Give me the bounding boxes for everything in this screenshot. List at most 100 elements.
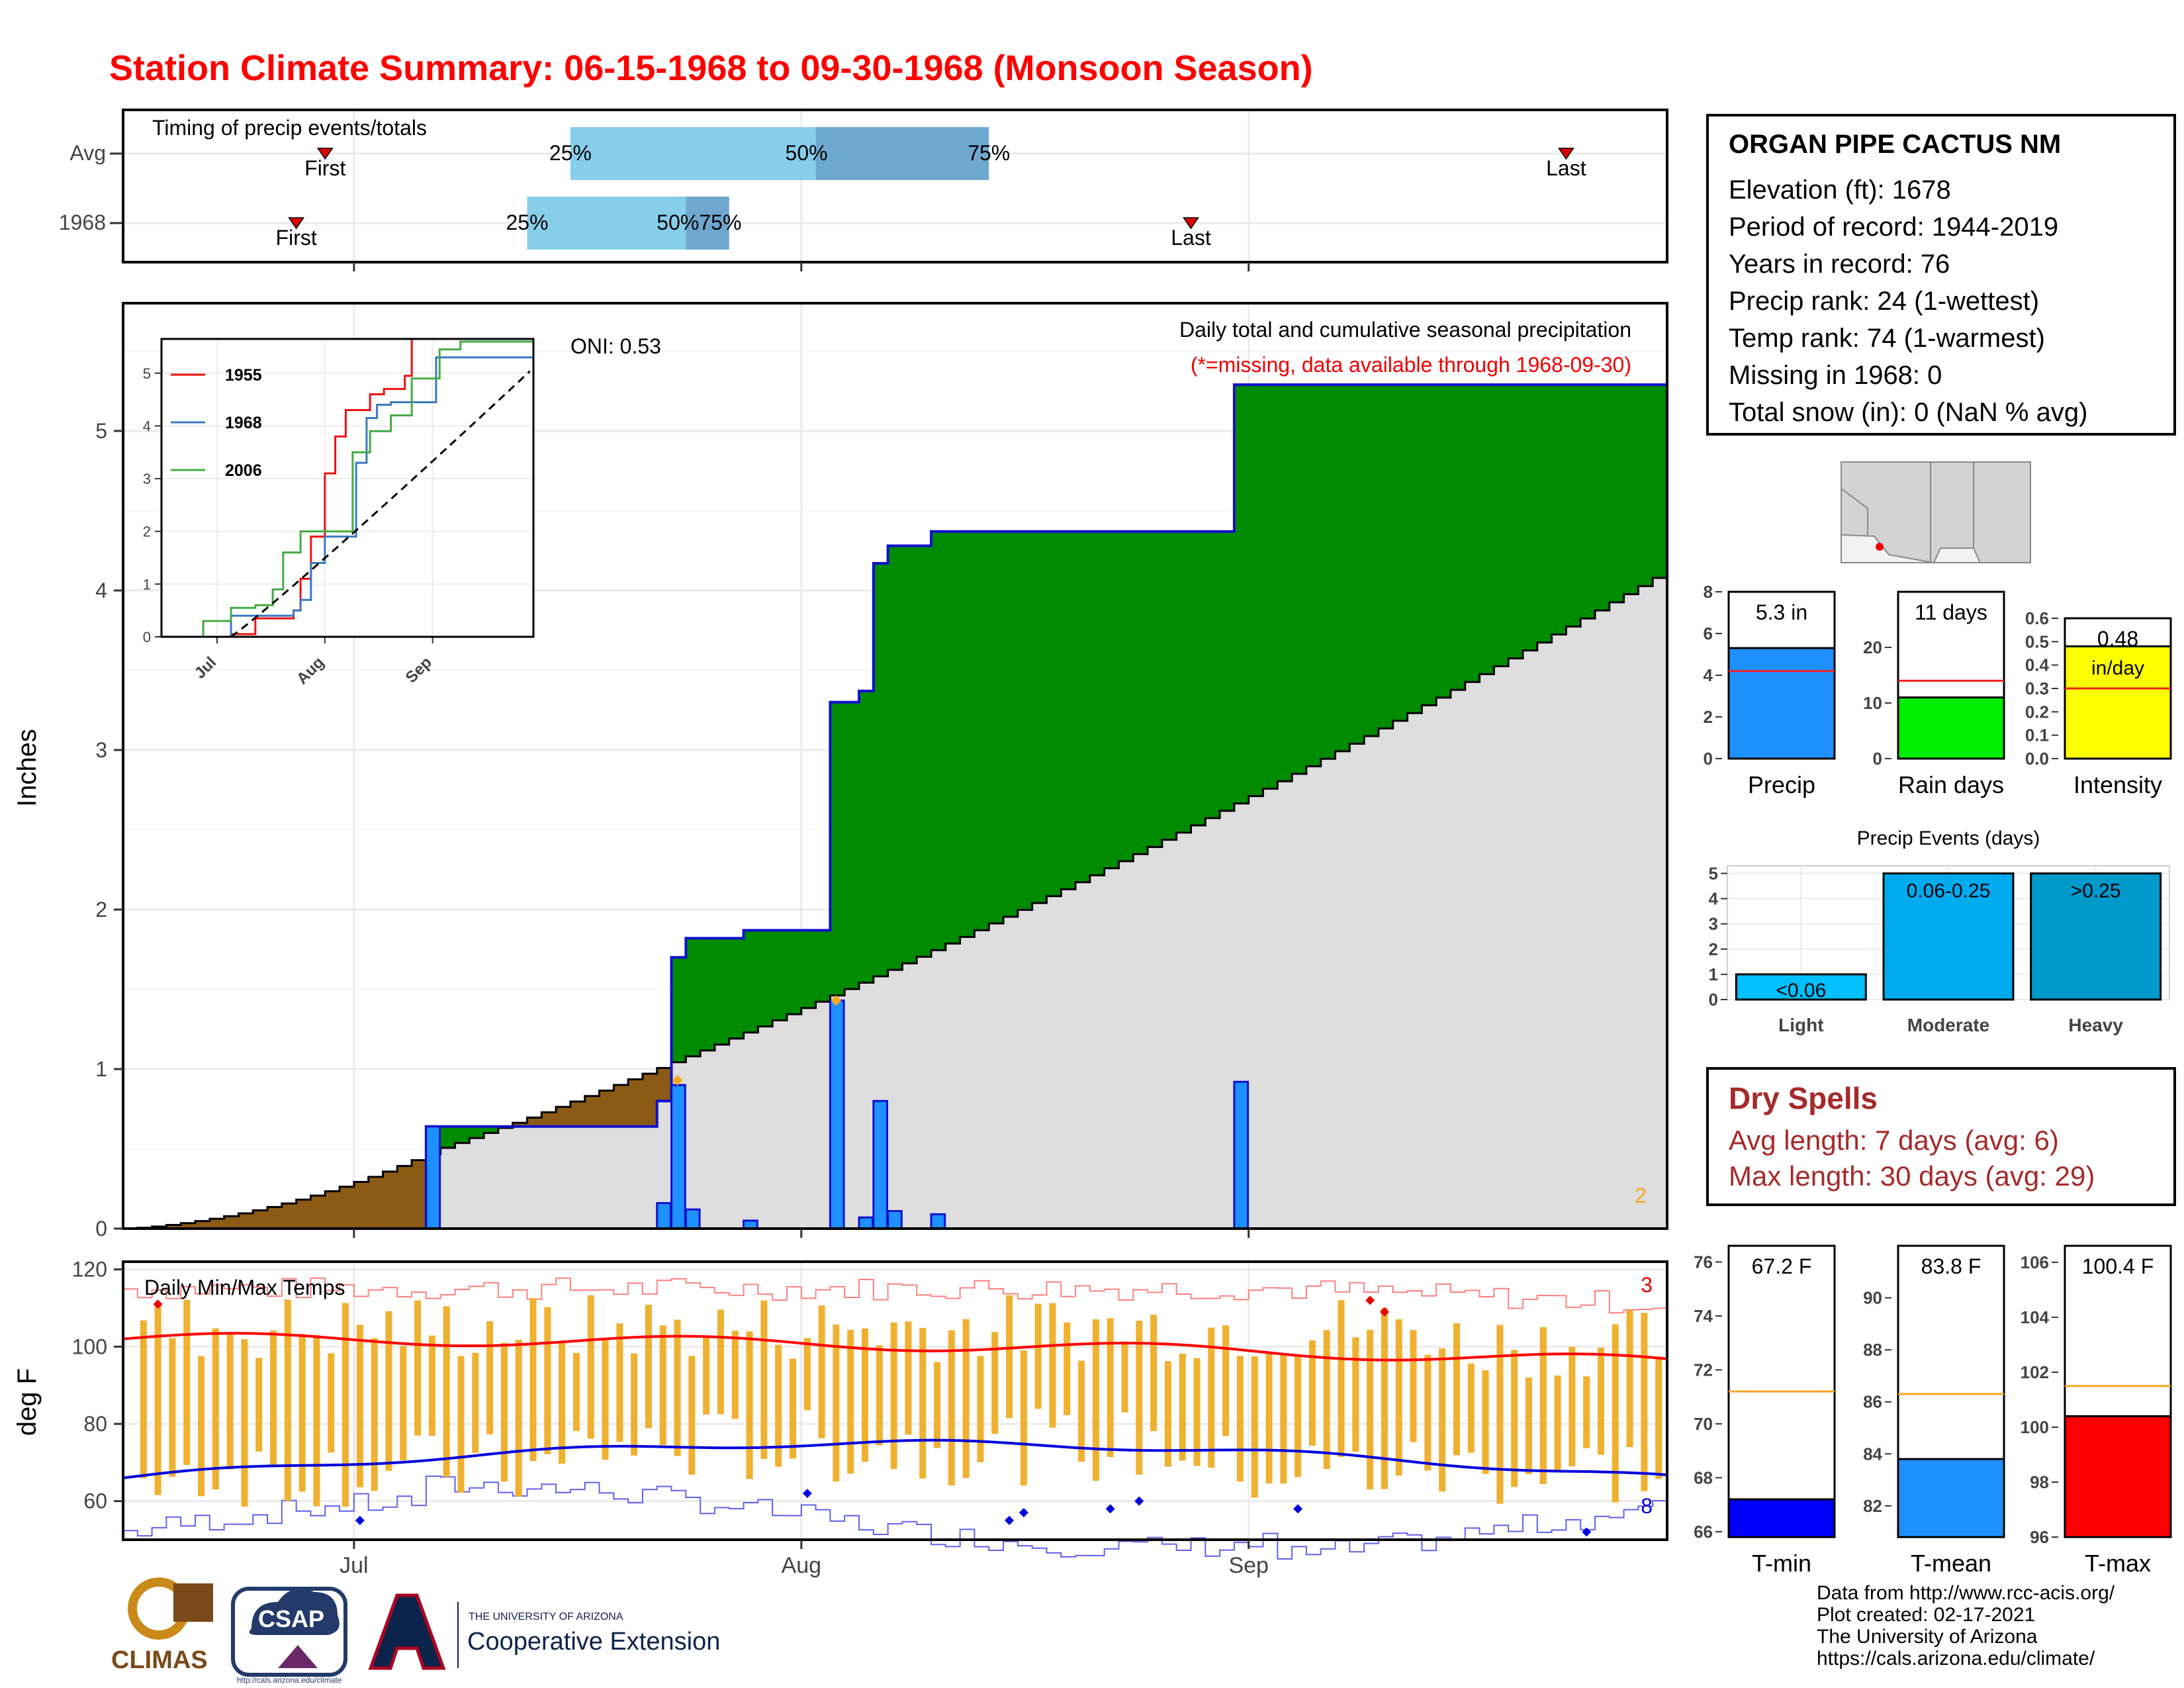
timing-frame (122, 109, 1668, 263)
daily-temp-range-bar (443, 1306, 450, 1477)
inset-series-line (161, 340, 533, 638)
daily-temp-range-bar (833, 1324, 840, 1482)
intensity-summary-axis-title: Intensity (2073, 771, 2162, 798)
daily-temp-range-bar (457, 1356, 465, 1493)
extreme-marker (831, 995, 842, 1006)
timing-marker (1557, 148, 1574, 160)
surplus-area (1161, 531, 1177, 840)
record-low-marker (802, 1489, 812, 1498)
daily-temp-range-bar (154, 1304, 161, 1495)
surplus-area (1436, 385, 1451, 698)
surplus-area (1479, 385, 1494, 675)
daily-temp-range-bar (645, 1304, 652, 1429)
ua-logo-main: Cooperative Extension (467, 1628, 720, 1656)
daily-temp-range-bar (616, 1323, 623, 1442)
daily-temp-range-bar (284, 1299, 291, 1501)
daily-temp-range-bar (1511, 1350, 1518, 1487)
daily-temp-range-bar (400, 1346, 407, 1461)
surplus-area (1494, 385, 1509, 667)
daily-temp-range-bar (572, 1352, 580, 1431)
tmin-summary-axis-title: T-min (1752, 1550, 1811, 1577)
events-bar-label: >0.25 (2071, 880, 2121, 902)
surplus-area (1392, 385, 1408, 721)
daily-temp-range-bar (631, 1353, 638, 1456)
deficit-area (512, 1123, 528, 1127)
events-y-tick-label: 2 (1709, 939, 1718, 959)
deficit-area (296, 1199, 311, 1229)
surplus-area (1349, 385, 1365, 744)
daily-temp-range-bar (919, 1328, 927, 1479)
daily-temp-range-bar (1064, 1322, 1071, 1415)
daily-temp-range-bar (328, 1353, 335, 1453)
daily-temp-range-bar (559, 1342, 566, 1464)
timing-q75-label: 75% (968, 141, 1010, 165)
csap-logo-text: CSAP (258, 1605, 324, 1632)
tmean-summary-y-tick-label: 84 (1863, 1444, 1882, 1464)
events-category-label: Moderate (1907, 1015, 1989, 1035)
tmean-summary-axis-title: T-mean (1911, 1550, 1991, 1577)
deficit-area (368, 1176, 383, 1229)
rain-days-summary-y-tick-label: 0 (1873, 749, 1882, 769)
surplus-area (1075, 531, 1091, 882)
timing-bar-q50-q75 (686, 197, 729, 250)
surplus-area (455, 1126, 470, 1143)
daily-temp-range-bar (1482, 1370, 1489, 1474)
precip-summary-axis-title: Precip (1748, 771, 1815, 798)
daily-temp-range-bar (241, 1338, 248, 1507)
events-y-tick-label: 5 (1709, 863, 1718, 883)
deficit-area (527, 1117, 542, 1127)
map-mexico-east (1933, 547, 1981, 563)
tmin-summary-y-tick-label: 76 (1694, 1252, 1713, 1272)
daily-temp-range-bar (803, 1338, 811, 1411)
station-years: Years in record: 76 (1729, 250, 1950, 279)
daily-temp-range-bar (1208, 1327, 1215, 1468)
tmax-summary-y-tick-label: 104 (2021, 1307, 2050, 1327)
daily-temp-range-bar (1583, 1376, 1590, 1448)
daily-temp-range-bar (414, 1300, 422, 1436)
temps-y-tick-label: 80 (83, 1412, 107, 1436)
precip-y-tick-label: 0 (95, 1217, 107, 1241)
events-category-label: Light (1778, 1015, 1823, 1035)
daily-temp-range-bar (1280, 1354, 1287, 1484)
logos: CLIMAS CSAP http://cals.arizona.edu/climat… (111, 1577, 720, 1685)
daily-temp-range-bar (948, 1330, 955, 1485)
surplus-area (844, 702, 860, 990)
precip-summary-value-label: 5.3 in (1756, 600, 1807, 624)
surplus-area (1032, 531, 1047, 904)
precip-summary-bar (1727, 647, 1836, 760)
daily-temp-range-bar (1222, 1325, 1230, 1436)
normal-tmin-line (122, 1438, 1668, 1479)
deficit-area (195, 1221, 210, 1229)
surplus-area (1378, 385, 1394, 729)
daily-temp-range-bar (198, 1356, 205, 1497)
inset-y-tick-label: 1 (143, 576, 151, 592)
daily-precip-bar (425, 1125, 441, 1230)
surplus-area (858, 690, 874, 983)
normal-tmax-line (122, 1332, 1668, 1362)
deficit-area (628, 1079, 643, 1127)
daily-temp-range-bar (1179, 1353, 1186, 1461)
daily-temp-range-bar (1597, 1347, 1604, 1455)
intensity-summary-y-tick-label: 0.0 (2025, 749, 2049, 769)
daily-precip-bar (887, 1209, 903, 1230)
events-y-tick-label: 1 (1709, 964, 1718, 984)
oni-label: ONI: 0.53 (570, 334, 661, 358)
daily-temp-range-bar (977, 1356, 984, 1462)
deficit-area (614, 1085, 629, 1127)
surplus-area (1320, 385, 1336, 759)
intensity-summary-y-tick-label: 0.3 (2025, 679, 2049, 698)
csap-url: http://cals.arizona.edu/climate (237, 1675, 342, 1685)
daily-temp-range-bar (1453, 1323, 1460, 1456)
deficit-area (209, 1219, 225, 1229)
rain-days-summary-value-label: 11 days (1915, 600, 1987, 624)
precip-summary-y-tick-label: 4 (1704, 665, 1713, 685)
timing-q50-label: 50% (786, 141, 828, 165)
surplus-area (758, 930, 773, 1027)
daily-precip-bar (930, 1213, 946, 1230)
surplus-area (1292, 385, 1307, 774)
surplus-area (700, 938, 715, 1051)
daily-temp-range-bar (255, 1358, 263, 1452)
timing-bar-q50-q75 (815, 127, 989, 180)
daily-temp-range-bar (1107, 1318, 1114, 1458)
